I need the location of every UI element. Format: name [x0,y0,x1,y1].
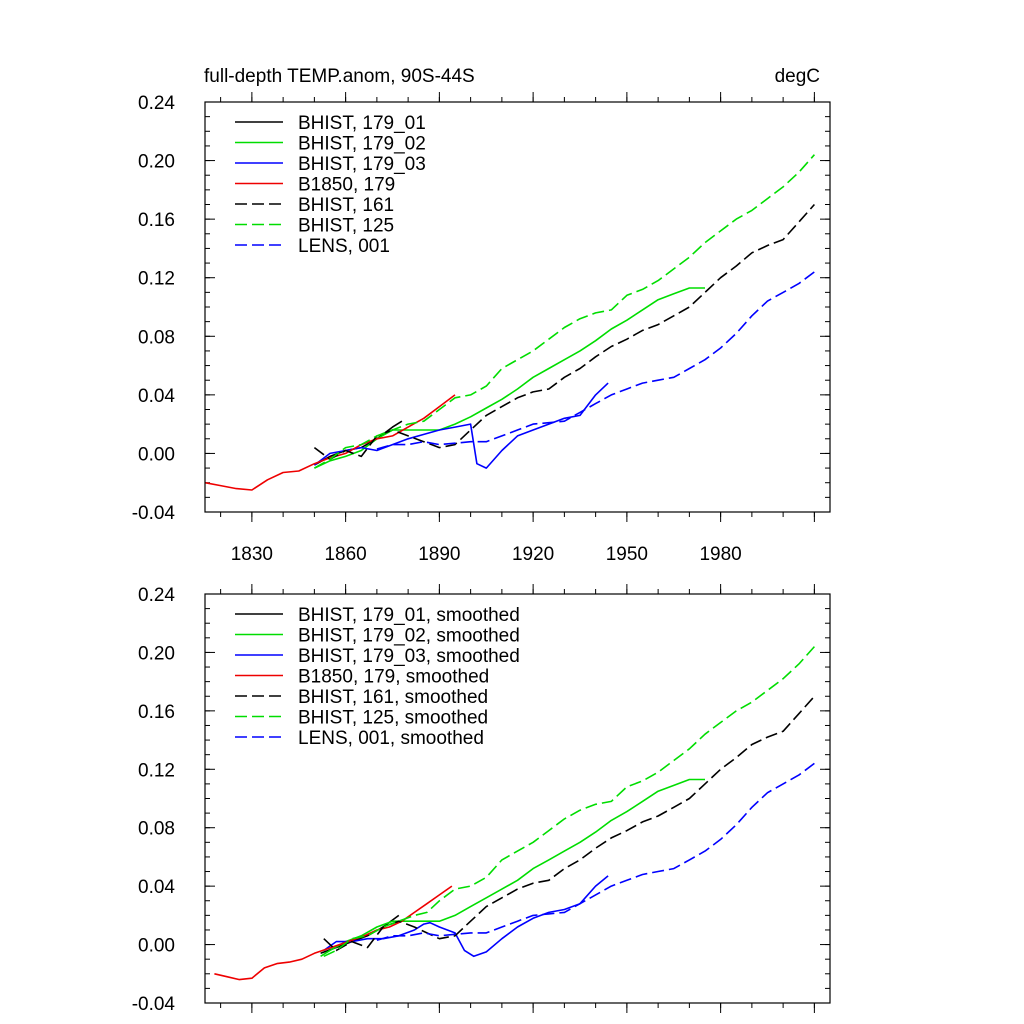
x-tick-label: 1920 [512,544,554,565]
ticks-top: -0.04 0.00 0.04 0.08 0.12 0.16 0.20 0.24 1830 186… [132,92,830,565]
y-tick-label: 0.20 [138,643,175,664]
legend-label: BHIST, 179_01, smoothed [298,605,520,626]
series-line [204,394,456,491]
legend-label: B1850, 179, smoothed [298,667,489,688]
x-tick-label: 1860 [324,544,366,565]
y-tick-label: 0.04 [138,386,175,407]
y-tick-label: 0.00 [138,936,175,957]
series-line [323,875,609,958]
series-line [323,695,815,952]
legend-label: B1850, 179 [298,175,395,196]
x-tick-label: 1890 [418,544,460,565]
legend-label: BHIST, 179_01 [298,113,426,134]
series-line [214,885,453,981]
x-tick-label: 1950 [606,544,648,565]
units-label: degC [775,66,820,87]
y-tick-label: 0.16 [138,210,175,231]
legend-label: BHIST, 179_03 [298,154,426,175]
y-tick-label: 0.04 [138,877,175,898]
series-line [376,762,815,941]
y-tick-label: -0.04 [132,994,176,1015]
legend-label: BHIST, 161 [298,195,394,216]
plot-frame-bottom [204,593,831,1004]
y-tick-label: 0.12 [138,269,175,290]
y-tick-label: 0.24 [138,585,175,606]
chart-title: full-depth TEMP.anom, 90S-44S [204,66,475,87]
series-line [313,203,815,461]
series-lines-top [204,154,815,491]
legend-label: BHIST, 161, smoothed [298,687,488,708]
y-tick-label: 0.00 [138,444,175,465]
series-line [376,271,815,450]
legend-label: LENS, 001, smoothed [298,728,484,749]
plot-frame-top [204,101,831,513]
y-tick-label: 0.08 [138,819,175,840]
y-tick-label: -0.04 [132,503,176,524]
series-line [323,646,815,958]
top-panel: full-depth TEMP.anom, 90S-44S degC -0.04… [132,66,831,565]
y-tick-label: 0.08 [138,327,175,348]
y-tick-label: 0.16 [138,702,175,723]
y-tick-label: 0.20 [138,152,175,173]
series-lines-bottom [214,646,815,981]
x-tick-label: 1980 [699,544,741,565]
y-tick-label: 0.24 [138,93,175,114]
series-line [320,778,705,957]
series-line [314,287,705,469]
bottom-panel: -0.04 0.00 0.04 0.08 0.12 0.16 0.20 0.24 BHIST,… [132,584,831,1015]
series-line [313,382,609,469]
series-line [314,154,815,469]
legend-label: BHIST, 125 [298,216,394,237]
legend-label: LENS, 001 [298,236,390,257]
legend-label: BHIST, 179_03, smoothed [298,646,520,667]
legend-label: BHIST, 179_02 [298,134,426,155]
legend-label: BHIST, 179_02, smoothed [298,626,520,647]
y-tick-label: 0.12 [138,760,175,781]
x-tick-label: 1830 [231,544,273,565]
ticks-bottom: -0.04 0.00 0.04 0.08 0.12 0.16 0.20 0.24 [132,584,830,1015]
legend-label: BHIST, 125, smoothed [298,708,488,729]
